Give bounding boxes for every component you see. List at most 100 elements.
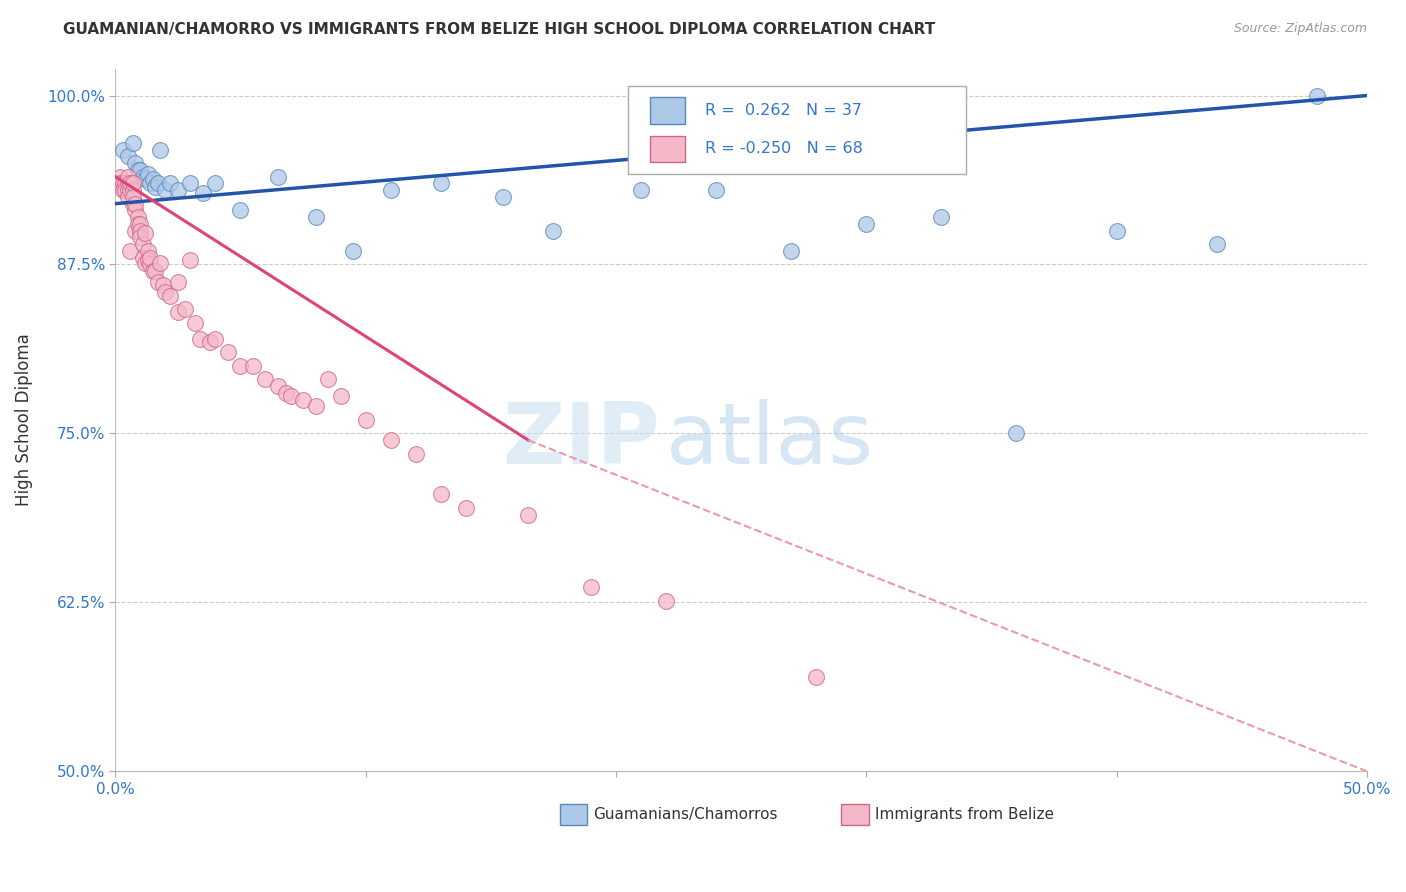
Point (146, 275, 169, 289)
Point (139, 258, 162, 272)
Point (110, 177, 132, 191)
Point (124, 196, 146, 211)
Point (1306, 88, 1329, 103)
Point (200, 334, 222, 349)
Point (111, 143, 134, 157)
Point (142, 264, 165, 278)
Point (124, 224, 146, 238)
Point (127, 217, 149, 231)
Point (704, 183, 727, 197)
Point (124, 203, 146, 218)
Point (110, 169, 132, 184)
Point (429, 487, 451, 501)
Point (117, 177, 139, 191)
Text: Source: ZipAtlas.com: Source: ZipAtlas.com (1233, 22, 1367, 36)
Point (167, 305, 190, 319)
Point (1105, 224, 1128, 238)
FancyBboxPatch shape (560, 804, 588, 825)
Point (380, 433, 402, 447)
Point (316, 372, 339, 386)
Point (267, 379, 290, 393)
Point (139, 251, 162, 265)
Text: Immigrants from Belize: Immigrants from Belize (875, 806, 1054, 822)
Text: atlas: atlas (666, 400, 875, 483)
Point (579, 581, 602, 595)
Point (380, 183, 402, 197)
Point (179, 177, 201, 191)
FancyBboxPatch shape (628, 87, 966, 174)
Text: GUAMANIAN/CHAMORRO VS IMMIGRANTS FROM BELIZE HIGH SCHOOL DIPLOMA CORRELATION CHA: GUAMANIAN/CHAMORRO VS IMMIGRANTS FROM BE… (63, 22, 935, 37)
Point (129, 230, 152, 244)
Point (124, 156, 146, 170)
Point (1205, 237, 1227, 252)
Point (304, 400, 326, 414)
Point (134, 256, 156, 270)
Point (329, 388, 352, 402)
Point (134, 172, 156, 186)
Point (174, 302, 197, 317)
Point (929, 210, 952, 224)
Point (292, 392, 315, 407)
Point (517, 508, 540, 522)
Point (120, 183, 142, 197)
Point (121, 183, 143, 197)
Point (342, 244, 364, 258)
Point (280, 388, 302, 402)
Point (127, 162, 149, 177)
Point (429, 177, 451, 191)
Point (159, 177, 181, 191)
Point (114, 183, 136, 197)
Point (143, 264, 166, 278)
FancyBboxPatch shape (841, 804, 869, 825)
Point (655, 594, 678, 608)
Point (132, 169, 155, 184)
Point (630, 183, 652, 197)
Point (121, 196, 143, 211)
FancyBboxPatch shape (650, 97, 685, 124)
Point (134, 227, 156, 241)
Point (1005, 426, 1028, 441)
Point (780, 244, 803, 258)
Point (454, 500, 477, 515)
Point (274, 385, 297, 400)
Point (132, 251, 155, 265)
Point (136, 253, 159, 268)
Point (136, 167, 159, 181)
Point (149, 256, 172, 270)
Point (855, 217, 877, 231)
Text: R =  0.262   N = 37: R = 0.262 N = 37 (704, 103, 862, 118)
Point (127, 210, 149, 224)
Point (179, 253, 201, 268)
Point (149, 143, 172, 157)
Point (132, 237, 155, 252)
Point (117, 183, 139, 197)
Text: R = -0.250   N = 68: R = -0.250 N = 68 (704, 142, 863, 156)
Point (111, 177, 134, 191)
Point (120, 244, 142, 258)
Point (204, 177, 226, 191)
Point (354, 413, 377, 427)
Point (204, 332, 226, 346)
Point (229, 359, 252, 373)
Point (129, 217, 152, 231)
Point (254, 372, 277, 386)
Point (136, 244, 159, 258)
Y-axis label: High School Diploma: High School Diploma (15, 334, 32, 507)
Point (155, 285, 177, 299)
Point (114, 177, 136, 191)
Point (129, 224, 152, 238)
Point (167, 275, 190, 289)
Point (121, 177, 143, 191)
FancyBboxPatch shape (650, 136, 685, 162)
Point (129, 162, 152, 177)
Point (117, 149, 139, 163)
Point (492, 190, 515, 204)
Point (111, 183, 134, 197)
Point (217, 345, 239, 359)
Point (146, 177, 169, 191)
Point (152, 277, 174, 292)
Point (117, 190, 139, 204)
Point (159, 288, 181, 302)
Point (117, 169, 139, 184)
Point (120, 177, 142, 191)
